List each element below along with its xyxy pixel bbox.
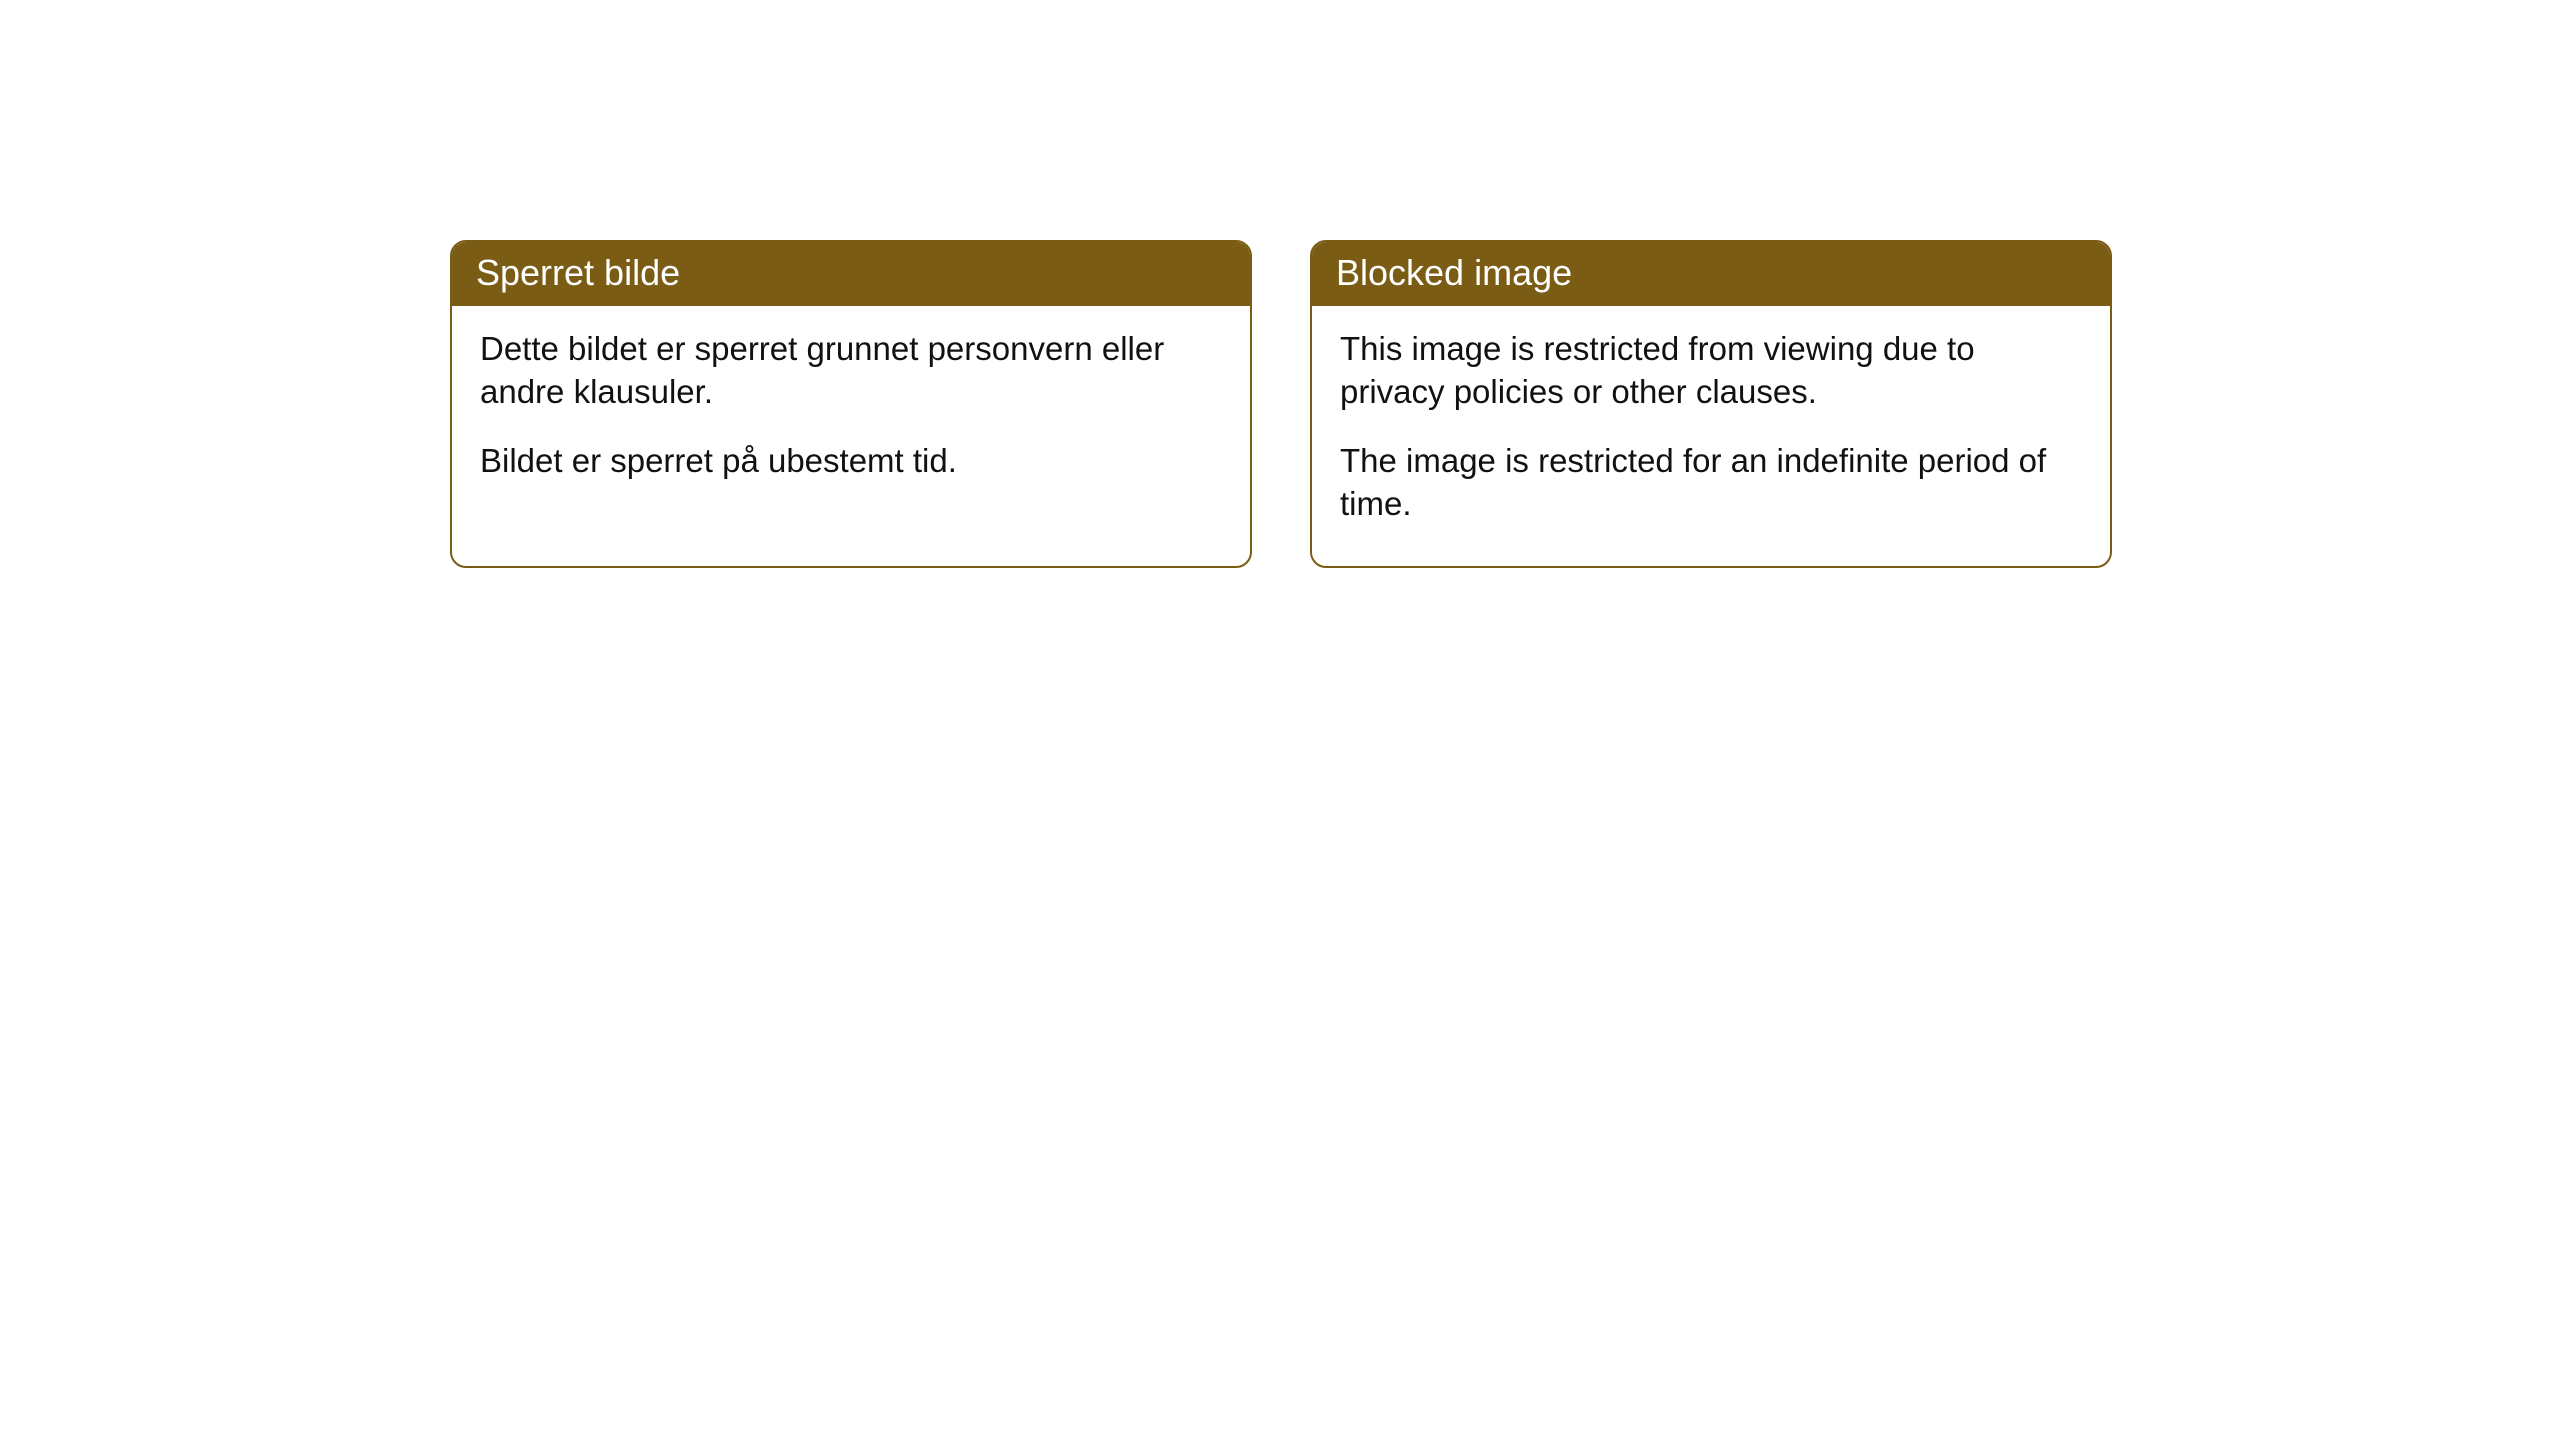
notice-paragraph: Dette bildet er sperret grunnet personve… <box>480 328 1222 414</box>
notice-body: This image is restricted from viewing du… <box>1312 306 2110 566</box>
notice-cards-container: Sperret bilde Dette bildet er sperret gr… <box>450 240 2560 568</box>
notice-card-english: Blocked image This image is restricted f… <box>1310 240 2112 568</box>
notice-body: Dette bildet er sperret grunnet personve… <box>452 306 1250 523</box>
notice-header: Sperret bilde <box>452 242 1250 306</box>
notice-paragraph: This image is restricted from viewing du… <box>1340 328 2082 414</box>
notice-card-norwegian: Sperret bilde Dette bildet er sperret gr… <box>450 240 1252 568</box>
notice-header: Blocked image <box>1312 242 2110 306</box>
notice-paragraph: The image is restricted for an indefinit… <box>1340 440 2082 526</box>
notice-paragraph: Bildet er sperret på ubestemt tid. <box>480 440 1222 483</box>
